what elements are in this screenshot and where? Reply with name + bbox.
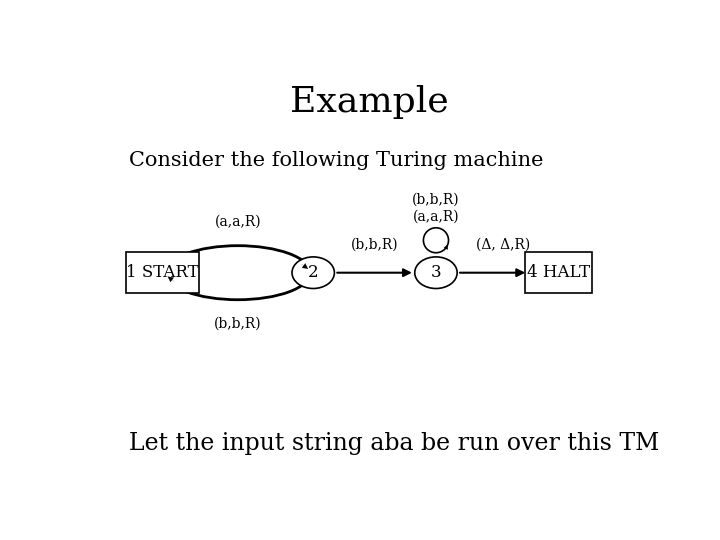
Circle shape <box>292 257 334 288</box>
Text: 2: 2 <box>308 264 318 281</box>
Text: 4 HALT: 4 HALT <box>527 264 590 281</box>
Text: (b,b,R): (b,b,R) <box>351 238 398 252</box>
Text: Example: Example <box>289 85 449 119</box>
Text: 1 START: 1 START <box>126 264 199 281</box>
Text: (b,b,R): (b,b,R) <box>412 193 460 207</box>
FancyBboxPatch shape <box>526 252 592 294</box>
Text: (a,a,R): (a,a,R) <box>413 210 459 224</box>
Text: 3: 3 <box>431 264 441 281</box>
Text: Consider the following Turing machine: Consider the following Turing machine <box>129 151 544 170</box>
Text: (b,b,R): (b,b,R) <box>214 316 261 330</box>
Circle shape <box>415 257 457 288</box>
Text: (Δ, Δ,R): (Δ, Δ,R) <box>476 238 530 252</box>
Text: (a,a,R): (a,a,R) <box>215 215 261 229</box>
Text: Let the input string aba be run over this TM: Let the input string aba be run over thi… <box>129 431 660 455</box>
FancyBboxPatch shape <box>126 252 199 294</box>
